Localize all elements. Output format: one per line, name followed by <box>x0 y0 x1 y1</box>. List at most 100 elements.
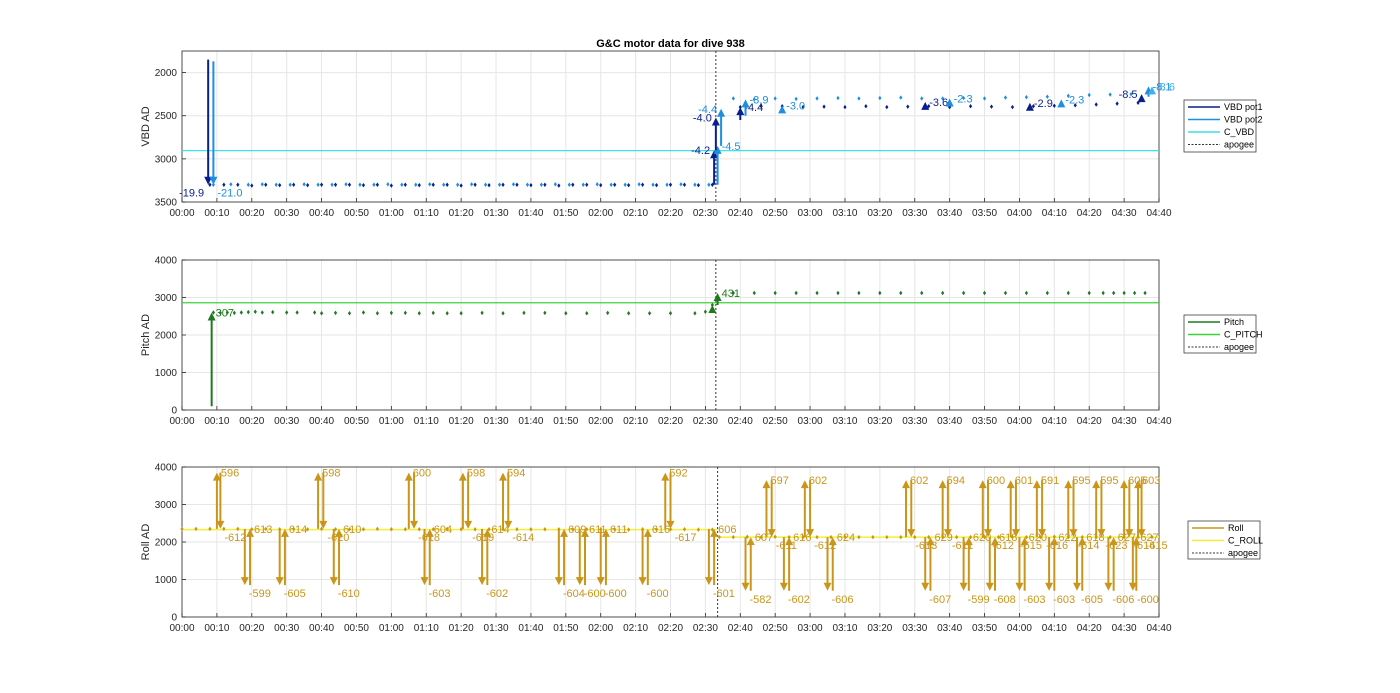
data-point-vbd-pot2 <box>1129 91 1133 97</box>
data-point-vbd-pot1 <box>319 182 324 187</box>
data-point-roll <box>264 526 268 532</box>
x-tick-label: 02:10 <box>623 623 648 634</box>
x-tick-label: 00:00 <box>169 623 194 634</box>
data-point-roll <box>996 534 1001 540</box>
data-point-vbd-pot2 <box>442 182 446 187</box>
event-arrow-head <box>1092 480 1101 489</box>
data-point-vbd-pot1 <box>431 182 435 187</box>
data-point-vbd-pot1 <box>445 182 449 187</box>
x-tick-label: 01:40 <box>518 416 543 427</box>
data-point-roll <box>1150 534 1154 540</box>
event-arrow-head <box>710 150 719 159</box>
event-arrow-head <box>464 520 473 529</box>
x-tick-label: 02:10 <box>623 208 648 219</box>
data-point-pitch <box>260 310 264 315</box>
event-label: -600 <box>605 588 627 600</box>
event-arrow-head <box>1109 537 1118 546</box>
data-point-roll <box>843 534 847 539</box>
data-point-pitch <box>564 311 568 316</box>
y-tick-label: 1000 <box>155 368 178 379</box>
data-point-pitch <box>225 310 229 315</box>
data-point-roll <box>180 526 184 532</box>
data-point-pitch <box>375 311 379 316</box>
data-point-vbd-pot2 <box>982 96 987 101</box>
data-point-vbd-pot2 <box>693 182 697 187</box>
event-label: 595 <box>1100 475 1118 487</box>
data-point-pitch <box>982 290 987 296</box>
data-point-vbd-pot1 <box>710 182 714 187</box>
data-point-vbd-pot2 <box>567 182 571 187</box>
x-tick-label: 04:40 <box>1146 416 1171 427</box>
legend-label: apogee <box>1224 140 1254 150</box>
event-label: -601 <box>713 588 735 600</box>
data-point-roll <box>871 534 875 540</box>
event-label: 597 <box>770 475 788 487</box>
data-point-vbd-pot2 <box>1087 92 1091 98</box>
data-point-roll <box>292 526 296 532</box>
data-point-vbd-pot2 <box>794 96 798 102</box>
data-point-pitch <box>773 290 777 296</box>
x-tick-label: 04:10 <box>1042 416 1067 427</box>
y-axis-label: Pitch AD <box>140 314 152 356</box>
data-point-pitch <box>271 309 275 315</box>
event-label: 610 <box>343 524 361 536</box>
data-point-roll <box>431 527 435 532</box>
event-arrow-head <box>1025 102 1034 111</box>
event-arrow-head <box>319 520 328 529</box>
event-label: -607 <box>929 594 951 606</box>
data-point-vbd-pot2 <box>651 182 655 187</box>
data-point-vbd-pot1 <box>1010 104 1015 110</box>
x-tick-label: 03:20 <box>867 208 892 219</box>
data-point-pitch <box>1101 290 1105 296</box>
data-point-pitch <box>647 311 652 316</box>
x-tick-label: 03:50 <box>972 416 997 427</box>
event-label: 622 <box>1058 532 1076 544</box>
event-label: 594 <box>507 468 525 480</box>
data-point-vbd-pot1 <box>403 182 407 187</box>
data-point-pitch <box>459 311 463 316</box>
data-point-pitch <box>239 310 243 315</box>
data-point-vbd-pot1 <box>968 104 973 109</box>
event-label: 601 <box>1015 475 1033 487</box>
event-arrow-head <box>710 528 719 537</box>
x-tick-label: 01:00 <box>379 208 404 219</box>
data-point-vbd-pot1 <box>375 182 379 187</box>
x-tick-label: 02:50 <box>763 623 788 634</box>
data-point-vbd-pot1 <box>1094 102 1098 107</box>
event-arrow-head <box>1125 529 1134 538</box>
event-arrow-head <box>404 472 413 481</box>
data-point-vbd-pot2 <box>302 182 306 187</box>
event-label: 600 <box>987 475 1005 487</box>
data-point-pitch <box>836 290 840 296</box>
x-tick-label: 03:20 <box>867 416 892 427</box>
event-label: 595 <box>1072 475 1090 487</box>
event-label: -8.1 <box>1153 81 1172 93</box>
data-point-roll <box>208 526 212 532</box>
event-label: -599 <box>249 588 271 600</box>
data-point-vbd-pot2 <box>386 182 390 187</box>
event-label: 594 <box>947 475 965 487</box>
event-label: 613 <box>254 524 272 536</box>
event-arrow-head <box>984 529 993 538</box>
data-point-pitch <box>1003 290 1008 296</box>
event-arrow-head <box>959 582 968 591</box>
subplot-3: 00:00 00:10 00:20 00:30 00:40 00:50 01:00 01:10… <box>140 463 1263 635</box>
data-point-vbd-pot2 <box>752 97 756 102</box>
event-arrow-head <box>1128 582 1137 591</box>
data-point-roll <box>417 527 421 532</box>
x-tick-label: 00:50 <box>344 416 369 427</box>
event-label: -4.4 <box>698 104 717 116</box>
data-point-pitch <box>668 311 673 316</box>
x-tick-label: 03:10 <box>832 208 857 219</box>
data-point-vbd-pot1 <box>333 182 338 187</box>
event-label: -608 <box>994 594 1016 606</box>
legend-label: VBD pot2 <box>1224 115 1263 125</box>
data-point-vbd-pot1 <box>543 182 547 187</box>
data-point-vbd-pot1 <box>885 104 889 110</box>
event-arrow-head <box>806 529 815 538</box>
event-arrow-head <box>736 107 745 116</box>
data-point-vbd-pot1 <box>1052 103 1056 108</box>
data-point-vbd-pot2 <box>288 182 292 187</box>
x-tick-label: 04:40 <box>1146 623 1171 634</box>
data-point-pitch <box>218 310 222 316</box>
